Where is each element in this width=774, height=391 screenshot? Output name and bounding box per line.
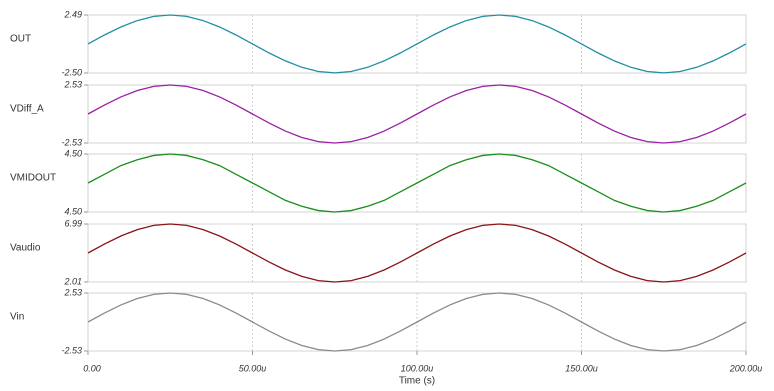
y-tick-label: 2.53	[63, 287, 82, 297]
y-tick-label: -2.50	[61, 67, 82, 77]
series-label: OUT	[10, 34, 31, 45]
series-label: Vaudio	[10, 243, 41, 254]
x-tick-label: 50.00u	[239, 363, 267, 373]
y-tick-label: 4.50	[64, 206, 82, 216]
y-tick-label: 2.53	[63, 79, 82, 89]
series-line	[87, 153, 747, 213]
y-tick-label: -2.53	[61, 345, 82, 355]
series-line	[87, 14, 747, 74]
x-tick-label: 150.00u	[565, 363, 598, 373]
y-tick-label: 6.99	[64, 218, 82, 228]
x-tick-label: 200.00u	[729, 363, 763, 373]
series-line	[87, 84, 747, 144]
x-tick-label: 0.00	[83, 363, 101, 373]
series-line	[87, 292, 747, 352]
y-tick-label: -2.53	[61, 137, 82, 147]
series-label: VMIDOUT	[10, 173, 56, 184]
series-label: Vin	[10, 312, 24, 323]
x-axis-title: Time (s)	[399, 376, 435, 387]
y-tick-label: 2.01	[63, 276, 82, 286]
x-tick-label: 100.00u	[401, 363, 434, 373]
y-tick-label: 4.50	[64, 148, 82, 158]
y-tick-label: 2.49	[63, 9, 82, 19]
series-label: VDiff_A	[10, 104, 44, 115]
series-line	[87, 223, 747, 283]
